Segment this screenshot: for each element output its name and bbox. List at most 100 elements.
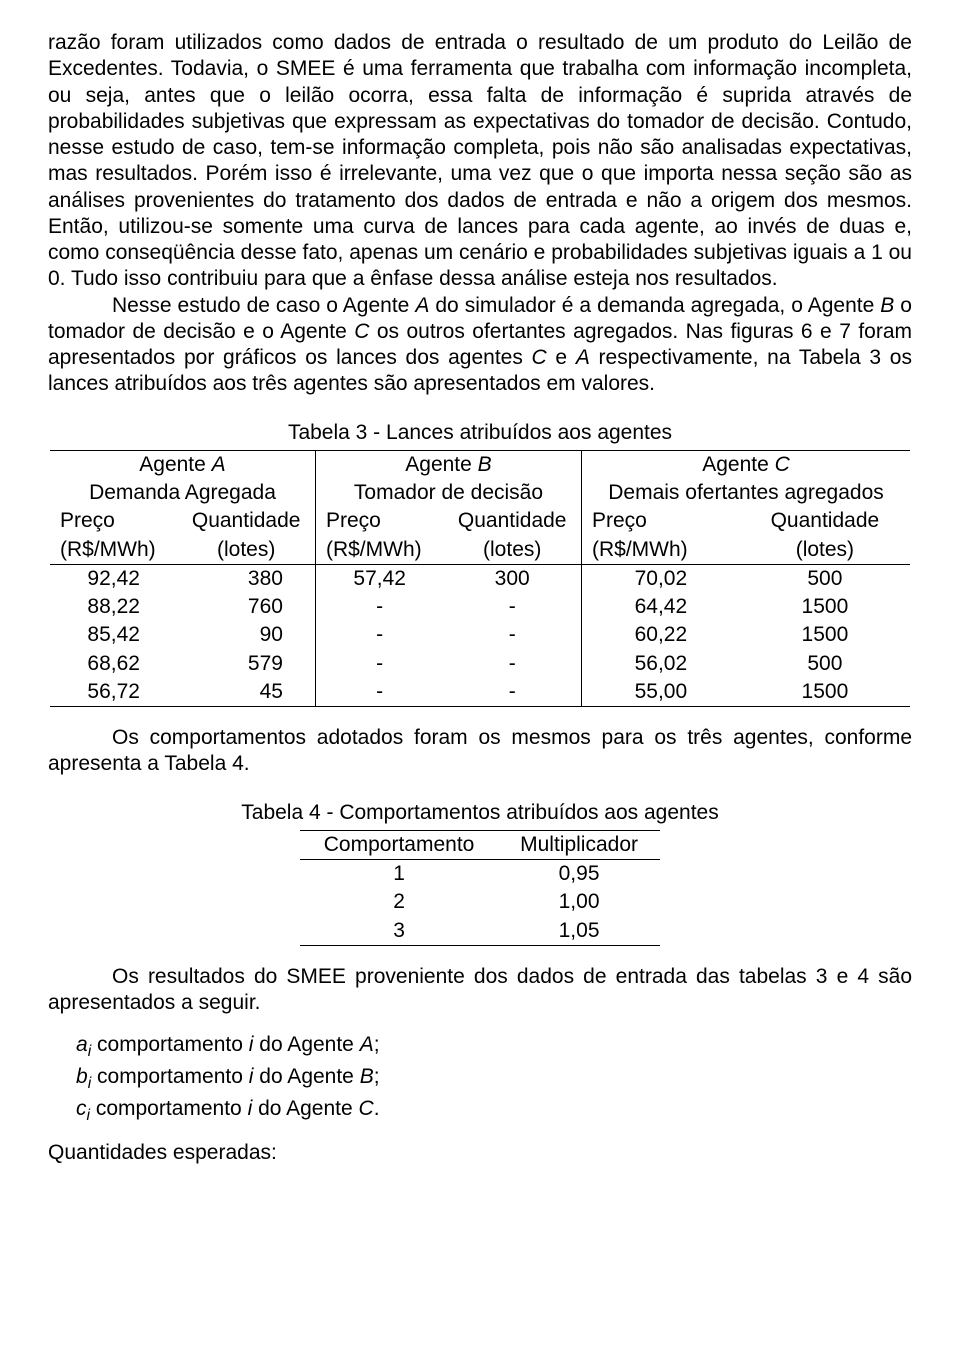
cell: (lotes) bbox=[177, 536, 315, 565]
agent-c: C bbox=[532, 346, 547, 369]
paragraph-2: Nesse estudo de caso o Agente A do simul… bbox=[48, 293, 912, 398]
agent-a: A bbox=[212, 453, 226, 476]
text: do simulador é a demanda agregada, o Age… bbox=[429, 294, 880, 317]
cell: 1500 bbox=[740, 678, 910, 707]
cell: 64,42 bbox=[582, 593, 740, 621]
agent-a: A bbox=[360, 1033, 374, 1056]
cell: (lotes) bbox=[443, 536, 581, 565]
table3-group1-line1: Agente A bbox=[50, 450, 315, 479]
text: do Agente bbox=[253, 1065, 359, 1088]
table-row: 3 1,05 bbox=[300, 917, 660, 946]
cell: 1,05 bbox=[498, 917, 660, 946]
text: e bbox=[547, 346, 576, 369]
text: Nesse estudo de caso o Agente bbox=[112, 294, 415, 317]
cell: (lotes) bbox=[740, 536, 910, 565]
text: Agente bbox=[702, 453, 774, 476]
cell: 55,00 bbox=[582, 678, 740, 707]
cell: (R$/MWh) bbox=[582, 536, 740, 565]
cell: - bbox=[315, 678, 443, 707]
cell: Quantidade bbox=[443, 507, 581, 535]
cell: Preço bbox=[315, 507, 443, 535]
cell: 1500 bbox=[740, 621, 910, 649]
paragraph-3: Os comportamentos adotados foram os mesm… bbox=[48, 725, 912, 778]
cell: - bbox=[315, 593, 443, 621]
cell: Comportamento bbox=[300, 830, 498, 859]
cell: - bbox=[443, 593, 581, 621]
cell: Tomador de decisão bbox=[315, 479, 581, 507]
def-c: ci comportamento i do Agente C. bbox=[76, 1096, 912, 1126]
cell: 56,72 bbox=[50, 678, 177, 707]
cell: 56,02 bbox=[582, 650, 740, 678]
cell: - bbox=[443, 621, 581, 649]
definitions: ai comportamento i do Agente A; bi compo… bbox=[76, 1032, 912, 1126]
cell: Quantidade bbox=[177, 507, 315, 535]
cell: 300 bbox=[443, 564, 581, 593]
cell: 0,95 bbox=[498, 860, 660, 889]
cell: 760 bbox=[177, 593, 315, 621]
var-a: a bbox=[76, 1033, 88, 1056]
table-row: 68,62 579 - - 56,02 500 bbox=[50, 650, 910, 678]
paragraph-5: Quantidades esperadas: bbox=[48, 1140, 912, 1166]
cell: 92,42 bbox=[50, 564, 177, 593]
cell: 1,00 bbox=[498, 888, 660, 916]
cell: 60,22 bbox=[582, 621, 740, 649]
table3: Agente A Agente B Agente C Demanda Agreg… bbox=[50, 450, 910, 707]
cell: Quantidade bbox=[740, 507, 910, 535]
cell: 68,62 bbox=[50, 650, 177, 678]
text: Agente bbox=[139, 453, 211, 476]
cell: 57,42 bbox=[315, 564, 443, 593]
text: Agente bbox=[405, 453, 477, 476]
cell: 500 bbox=[740, 650, 910, 678]
var-b: b bbox=[76, 1065, 88, 1088]
cell: Preço bbox=[582, 507, 740, 535]
cell: Demais ofertantes agregados bbox=[582, 479, 911, 507]
cell: 1500 bbox=[740, 593, 910, 621]
cell: 3 bbox=[300, 917, 498, 946]
table-row: Preço Quantidade Preço Quantidade Preço … bbox=[50, 507, 910, 535]
text: ; bbox=[374, 1065, 380, 1088]
table-row: 56,72 45 - - 55,00 1500 bbox=[50, 678, 910, 707]
cell: 500 bbox=[740, 564, 910, 593]
agent-b: B bbox=[880, 294, 894, 317]
cell: 88,22 bbox=[50, 593, 177, 621]
agent-b: B bbox=[360, 1065, 374, 1088]
table4: Comportamento Multiplicador 1 0,95 2 1,0… bbox=[300, 830, 660, 946]
cell: - bbox=[315, 621, 443, 649]
cell: 90 bbox=[177, 621, 315, 649]
text: razão foram utilizados como dados de ent… bbox=[48, 31, 912, 290]
table-row: Agente A Agente B Agente C bbox=[50, 450, 910, 479]
def-b: bi comportamento i do Agente B; bbox=[76, 1064, 912, 1094]
cell: 1 bbox=[300, 860, 498, 889]
cell: Preço bbox=[50, 507, 177, 535]
cell: 579 bbox=[177, 650, 315, 678]
paragraph-1: razão foram utilizados como dados de ent… bbox=[48, 30, 912, 293]
table-row: 92,42 380 57,42 300 70,02 500 bbox=[50, 564, 910, 593]
text: do Agente bbox=[252, 1097, 358, 1120]
table-row: (R$/MWh) (lotes) (R$/MWh) (lotes) (R$/MW… bbox=[50, 536, 910, 565]
table-row: 1 0,95 bbox=[300, 860, 660, 889]
table-row: Demanda Agregada Tomador de decisão Dema… bbox=[50, 479, 910, 507]
text: comportamento bbox=[91, 1033, 249, 1056]
paragraph-4: Os resultados do SMEE proveniente dos da… bbox=[48, 964, 912, 1017]
table4-caption: Tabela 4 - Comportamentos atribuídos aos… bbox=[48, 800, 912, 826]
table-row: Comportamento Multiplicador bbox=[300, 830, 660, 859]
table-row: 88,22 760 - - 64,42 1500 bbox=[50, 593, 910, 621]
agent-a: A bbox=[576, 346, 590, 369]
def-a: ai comportamento i do Agente A; bbox=[76, 1032, 912, 1062]
text: . bbox=[374, 1097, 380, 1120]
cell: 70,02 bbox=[582, 564, 740, 593]
cell: (R$/MWh) bbox=[315, 536, 443, 565]
text: comportamento bbox=[90, 1097, 248, 1120]
cell: - bbox=[443, 650, 581, 678]
var-c: c bbox=[76, 1097, 87, 1120]
cell: - bbox=[315, 650, 443, 678]
cell: 45 bbox=[177, 678, 315, 707]
cell: Demanda Agregada bbox=[50, 479, 315, 507]
agent-c: C bbox=[359, 1097, 374, 1120]
table3-group2-line1: Agente B bbox=[315, 450, 581, 479]
text: ; bbox=[374, 1033, 380, 1056]
text: do Agente bbox=[253, 1033, 359, 1056]
cell: 85,42 bbox=[50, 621, 177, 649]
cell: Multiplicador bbox=[498, 830, 660, 859]
agent-b: B bbox=[478, 453, 492, 476]
